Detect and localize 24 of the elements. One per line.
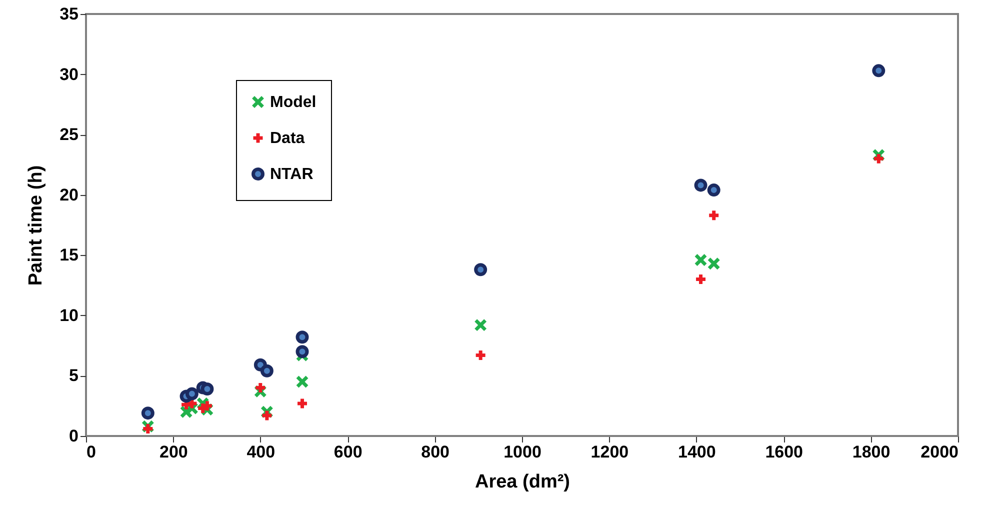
y-tick-label: 0 (69, 426, 78, 446)
x-tick-label: 0 (86, 442, 96, 462)
x-tick-label: 2000 (920, 442, 958, 462)
legend-label: Model (270, 94, 316, 111)
x-tick-label: 600 (334, 442, 362, 462)
y-tick-label: 25 (60, 125, 78, 144)
x-tick-label: 1000 (504, 442, 542, 462)
y-tick-label: 30 (60, 64, 78, 84)
legend-label: NTAR (270, 166, 314, 183)
x-tick-label: 1200 (590, 442, 629, 462)
legend-label: Data (270, 130, 305, 147)
x-axis-title: Area (dm²) (474, 472, 570, 492)
y-axis-title: Paint time (h) (26, 165, 47, 286)
y-tick-label: 5 (69, 366, 78, 386)
x-tick-label: 1400 (678, 442, 716, 462)
y-tick-label: 15 (60, 246, 78, 265)
x-tick-label: 200 (160, 442, 188, 462)
y-tick-label: 20 (60, 185, 78, 204)
x-tick-label: 400 (246, 442, 276, 462)
x-tick-label: 1600 (765, 442, 804, 462)
y-tick-label: 10 (60, 306, 78, 325)
x-tick-label: 800 (421, 442, 450, 462)
y-tick-label: 35 (60, 4, 78, 24)
x-tick-label: 1800 (852, 442, 890, 462)
